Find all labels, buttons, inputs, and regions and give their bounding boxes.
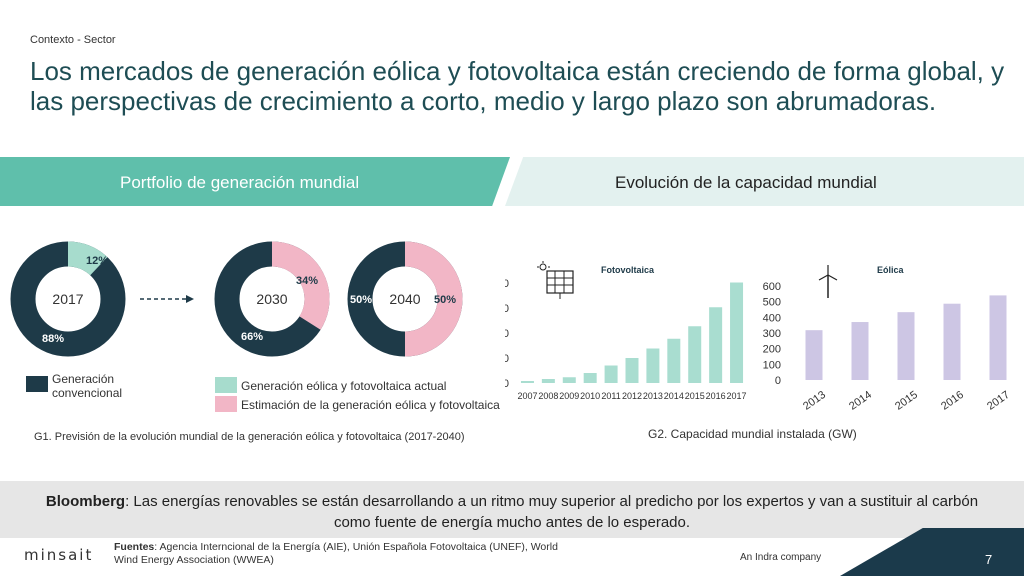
solar-ytick: 100 [505, 353, 509, 365]
wind-bar [805, 330, 823, 380]
donut-2030-estimate [271, 241, 330, 330]
donut-2017: 2017 12% 88% [10, 241, 126, 357]
wind-ytick: 100 [763, 359, 781, 371]
quote-band [0, 481, 1024, 538]
legend-swatch-actual [215, 377, 237, 393]
legend-label-conventional: Generación convencional [52, 372, 123, 400]
page-number: 7 [985, 552, 993, 567]
quote-source: Bloomberg [45, 493, 126, 510]
wind-xtick: 2013 [801, 389, 828, 413]
solar-bar [541, 379, 555, 383]
solar-xtick: 2015 [685, 391, 705, 401]
wind-ytick: 600 [763, 281, 781, 293]
quote-text: Bloomberg: Las energías renovables se es… [40, 491, 984, 533]
solar-bar [625, 358, 639, 383]
band-right-label: Evolución de la capacidad mundial [615, 173, 877, 192]
solar-panel-icon [537, 261, 574, 299]
solar-ytick: 200 [505, 328, 509, 340]
donut-2017-conventional-pct: 88% [42, 333, 64, 345]
wind-xtick: 2014 [847, 389, 874, 413]
wind-bar [897, 312, 915, 380]
wind-xtick: 2015 [893, 389, 920, 413]
donut-2040-conventional-pct: 50% [350, 294, 372, 306]
solar-bar [688, 326, 702, 383]
wind-chart: Eólica 0 100 200 300 400 500 600 2013 2014 2015 2… [763, 265, 1012, 413]
donut-2030: 2030 34% 66% [214, 241, 330, 357]
solar-ytick: 0 [505, 378, 509, 390]
legend-swatch-estimate [215, 396, 237, 412]
solar-xtick: 2012 [622, 391, 642, 401]
solar-bar [667, 338, 681, 383]
wind-chart-title: Eólica [877, 265, 905, 275]
arrow-dashed [140, 295, 194, 303]
solar-xtick: 2016 [706, 391, 726, 401]
wind-turbine-icon [818, 265, 838, 298]
page-title: Los mercados de generación eólica y foto… [30, 56, 1005, 116]
g1-caption: G1. Previsión de la evolución mundial de… [34, 431, 465, 443]
donut-2040-estimate-pct: 50% [434, 294, 456, 306]
donut-2040-estimate [404, 241, 463, 357]
solar-xtick: 2007 [517, 391, 537, 401]
minsait-logo: minsait [24, 546, 94, 564]
sources-label: Fuentes [114, 541, 155, 553]
wind-xtick: 2017 [985, 389, 1012, 413]
solar-xtick: 2011 [601, 391, 620, 401]
solar-bar [562, 377, 576, 383]
donut-charts: 2017 12% 88% 2030 34% 66% 2040 50% 50% [10, 241, 463, 357]
solar-xtick: 2008 [538, 391, 558, 401]
legend-label-estimate: Estimación de la generación eólica y fot… [241, 398, 500, 412]
donut-2030-conventional-pct: 66% [241, 331, 263, 343]
solar-xtick: 2010 [580, 391, 600, 401]
donut-2017-year: 2017 [52, 291, 83, 307]
solar-ytick: 400 [505, 278, 509, 290]
band-left [0, 157, 510, 206]
g2-caption: G2. Capacidad mundial instalada (GW) [648, 427, 857, 441]
legend-swatch-conventional [26, 376, 48, 392]
solar-bar [709, 307, 723, 383]
donut-2017-renewable [67, 241, 108, 276]
donut-2030-year: 2030 [256, 291, 287, 307]
donut-2040: 2040 50% 50% [347, 241, 463, 357]
donut-2030-estimate-pct: 34% [296, 275, 318, 287]
solar-xtick: 2014 [664, 391, 684, 401]
solar-bar [583, 373, 597, 383]
wind-ytick: 0 [775, 375, 781, 387]
wind-ytick: 300 [763, 328, 781, 340]
sources-text: : Agencia Interncional de la Energía (AI… [114, 541, 558, 566]
wind-xtick: 2016 [939, 389, 966, 413]
legend-label-actual: Generación eólica y fotovoltaica actual [241, 379, 447, 393]
sources: Fuentes: Agencia Interncional de la Ener… [114, 541, 584, 567]
wind-bar [989, 295, 1007, 380]
wind-bar [851, 322, 869, 380]
solar-xtick: 2009 [559, 391, 579, 401]
wind-ytick: 500 [763, 297, 781, 309]
donut-2017-renewable-pct: 12% [86, 255, 108, 267]
solar-bar [604, 365, 618, 383]
solar-xtick: 2013 [643, 391, 663, 401]
donut-2040-year: 2040 [389, 291, 420, 307]
solar-ytick: 300 [505, 303, 509, 315]
wind-bar [943, 303, 961, 380]
wind-ytick: 200 [763, 344, 781, 356]
quote-body: : Las energías renovables se están desar… [125, 493, 979, 531]
band-left-label: Portfolio de generación mundial [120, 173, 360, 192]
band-right [505, 157, 1024, 206]
section-label: Contexto - Sector [30, 34, 116, 46]
indra-company: An Indra company [740, 552, 822, 563]
solar-bar [646, 348, 660, 383]
solar-xtick: 2017 [727, 391, 747, 401]
solar-chart-title: Fotovoltaica [601, 265, 655, 275]
wind-ytick: 400 [763, 312, 781, 324]
solar-bar [730, 282, 744, 383]
solar-bar [520, 381, 534, 383]
